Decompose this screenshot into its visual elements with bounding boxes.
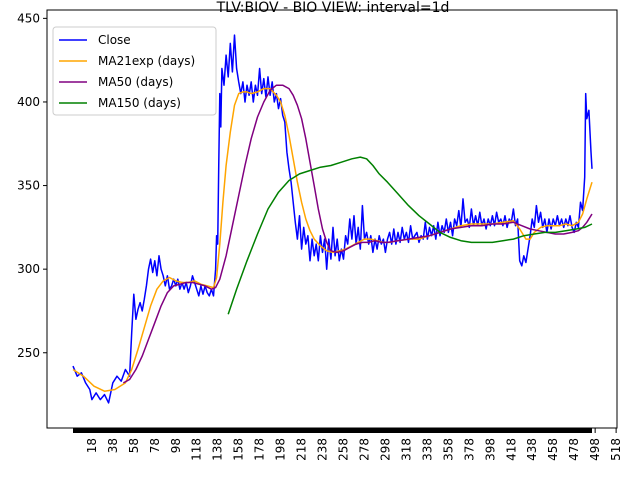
y-tick-label: 300 [17, 262, 40, 276]
legend-label: MA21exp (days) [98, 54, 195, 68]
x-tick-label: 338 [420, 438, 434, 461]
y-axis: 250 300 350 400 450 [17, 11, 47, 360]
series-line-ma150-days [227, 156, 593, 315]
x-tick-label: 498 [588, 438, 602, 461]
x-tick-label: 138 [211, 438, 225, 461]
legend-label: Close [98, 33, 131, 47]
x-tick-label: 298 [378, 438, 392, 461]
x-axis: 18 38 58 78 98 118 138 158 178 198 218 238 258 278 298… [73, 428, 623, 461]
series-lines [72, 34, 593, 404]
x-tick-label: 18 [85, 438, 99, 453]
x-tick-label: 378 [462, 438, 476, 461]
series-line-close [72, 34, 593, 404]
chart-title: TLV:BIOV - BIO VIEW: interval=1d [216, 0, 450, 16]
x-tick-label: 478 [567, 438, 581, 461]
x-tick-label: 278 [357, 438, 371, 461]
y-tick-label: 250 [17, 346, 40, 360]
legend-label: MA50 (days) [98, 75, 173, 89]
y-tick-label: 400 [17, 95, 40, 109]
x-tick-label: 218 [295, 438, 309, 461]
x-tick-band [73, 428, 592, 433]
legend-label: MA150 (days) [98, 96, 181, 110]
x-tick-label: 358 [441, 438, 455, 461]
x-tick-label: 318 [399, 438, 413, 461]
series-line-ma21exp-days [72, 87, 593, 392]
x-tick-label: 178 [253, 438, 267, 461]
y-tick-label: 350 [17, 179, 40, 193]
x-tick-label: 258 [337, 438, 351, 461]
x-tick-label: 458 [546, 438, 560, 461]
x-tick-label: 58 [127, 438, 141, 453]
x-tick-label: 38 [106, 438, 120, 453]
legend-box [52, 26, 217, 116]
x-tick-label: 78 [148, 438, 162, 453]
y-tick-label: 450 [17, 11, 40, 25]
x-tick-label: 418 [504, 438, 518, 461]
x-tick-label: 238 [316, 438, 330, 461]
series-line-ma50-days [122, 84, 593, 384]
legend: Close MA21exp (days) MA50 (days) MA150 (day… [52, 26, 217, 116]
x-tick-label: 158 [232, 438, 246, 461]
x-tick-label: 398 [483, 438, 497, 461]
x-tick-label: 518 [609, 438, 623, 461]
x-tick-label: 438 [525, 438, 539, 461]
x-tick-label: 198 [274, 438, 288, 461]
x-tick-label: 98 [169, 438, 183, 453]
x-tick-label: 118 [190, 438, 204, 461]
